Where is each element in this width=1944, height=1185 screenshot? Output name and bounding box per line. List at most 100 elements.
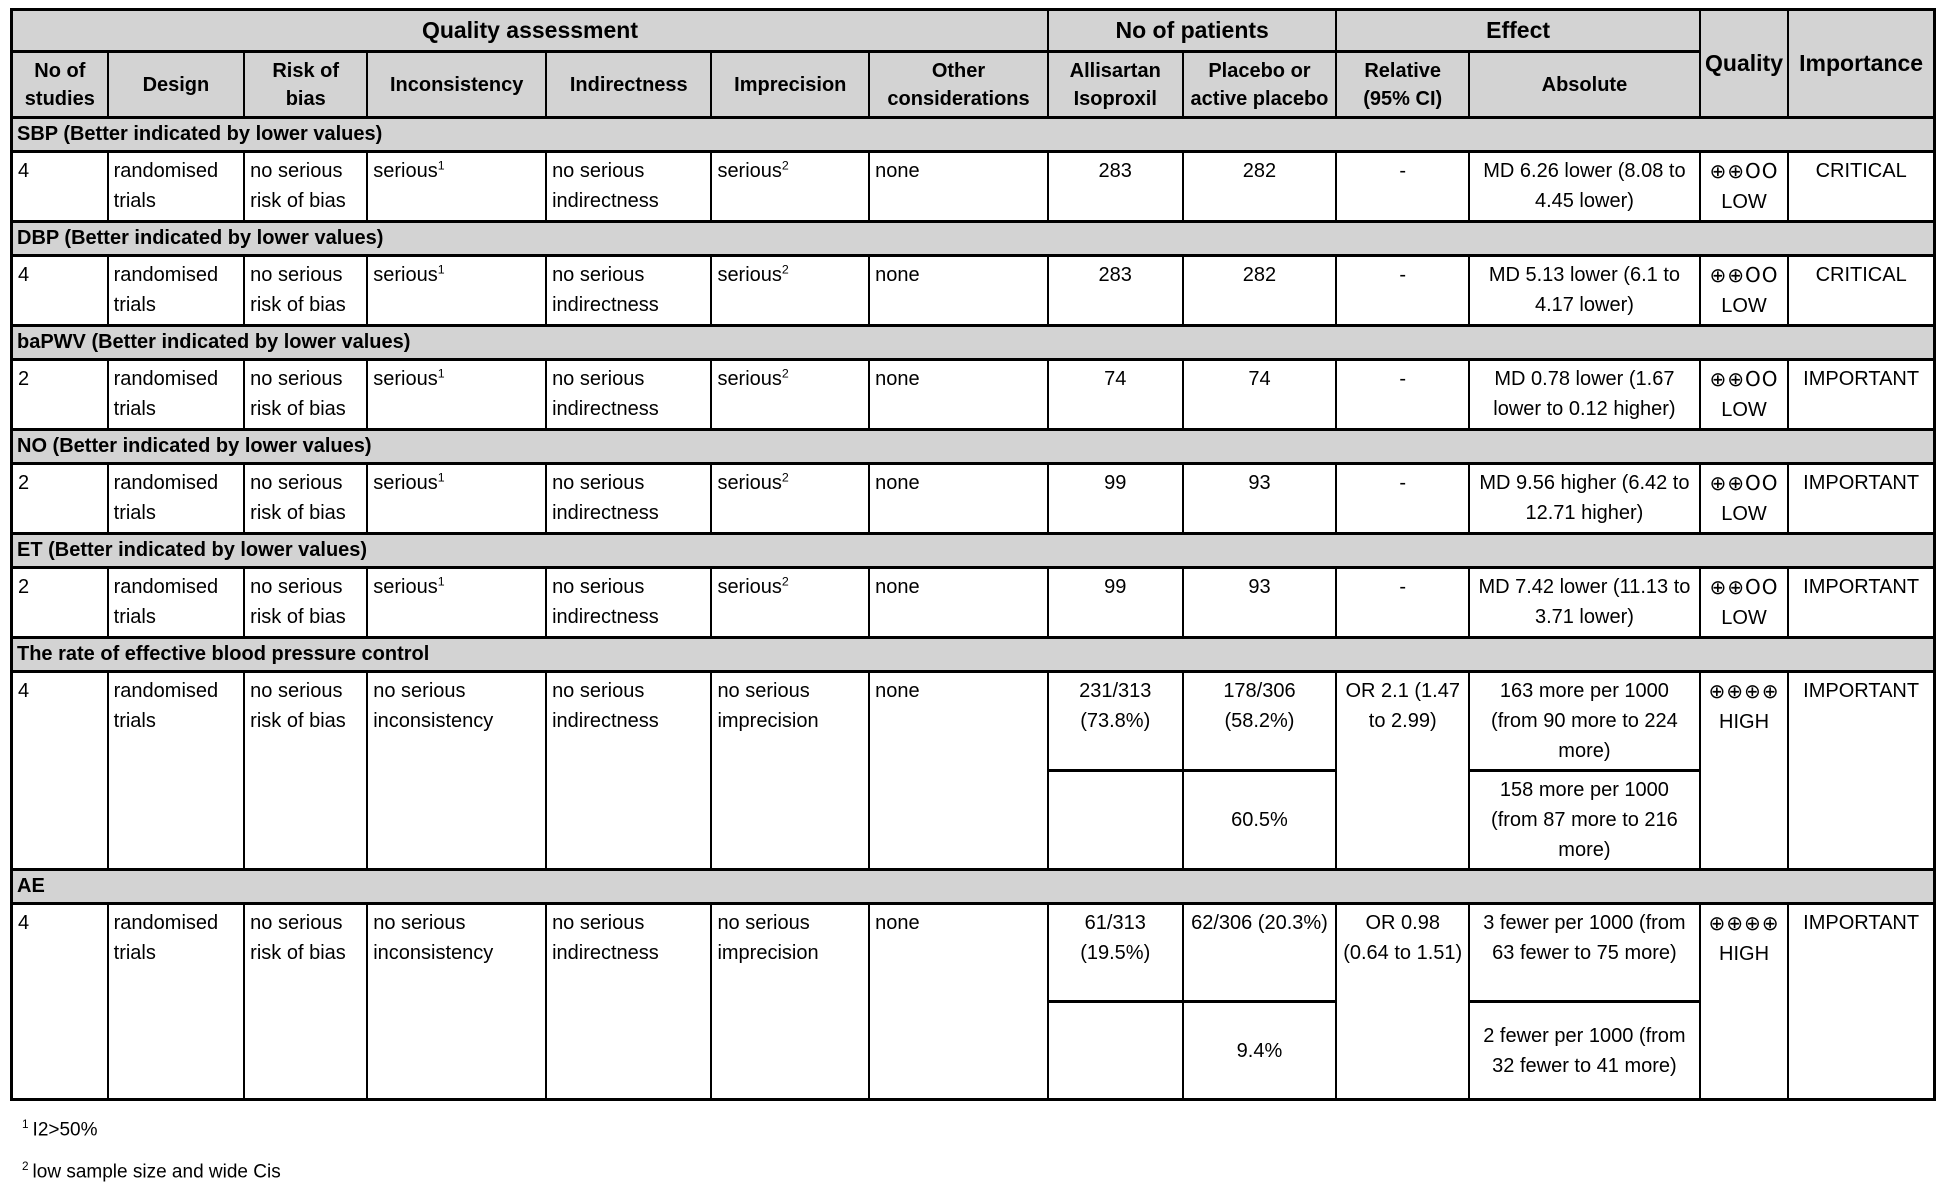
cell-imprecision: serious2: [710, 462, 871, 535]
cell-relative-effect: -: [1335, 462, 1471, 535]
cell-design: randomised trials: [106, 670, 246, 871]
cell-importance: IMPORTANT: [1787, 462, 1936, 535]
cell-imprecision: no serious imprecision: [710, 670, 871, 871]
cell-imprecision: no serious imprecision: [710, 902, 871, 1101]
cell-imprecision: serious2: [710, 566, 871, 639]
cell-absolute-effect-sub: 2 fewer per 1000 (from 32 fewer to 41 mo…: [1468, 1000, 1701, 1101]
cell-other-considerations: none: [868, 150, 1049, 223]
cell-no-of-studies: 2: [10, 566, 109, 639]
header-imprecision: Imprecision: [710, 50, 871, 119]
section-title: AE: [10, 868, 1936, 905]
cell-risk-of-bias: no serious risk of bias: [243, 358, 369, 431]
cell-control-patients: 282: [1181, 150, 1338, 223]
cell-quality: ⊕⊕⊕⊕ HIGH: [1698, 670, 1790, 871]
header-inconsistency: Inconsistency: [366, 50, 548, 119]
section-title: The rate of effective blood pressure con…: [10, 636, 1936, 673]
quality-symbols: ⊕⊕OO: [1709, 159, 1779, 183]
cell-control-patients: 74: [1181, 358, 1338, 431]
data-row: 4 randomised trials no serious risk of bia…: [10, 670, 1936, 871]
cell-treatment-patients: 74: [1046, 358, 1184, 431]
cell-quality: ⊕⊕OO LOW: [1698, 254, 1790, 327]
quality-label: LOW: [1721, 503, 1767, 525]
quality-symbols: ⊕⊕OO: [1709, 367, 1779, 391]
cell-risk-of-bias: no serious risk of bias: [243, 902, 369, 1101]
cell-no-of-studies: 4: [10, 670, 109, 871]
cell-importance: IMPORTANT: [1787, 670, 1936, 871]
cell-treatment-patients: 283: [1046, 150, 1184, 223]
footnote-2-text: low sample size and wide Cis: [32, 1161, 281, 1183]
data-row: 2 randomised trials no serious risk of bia…: [10, 566, 1936, 639]
table-body: SBP (Better indicated by lower values) 4 r…: [10, 116, 1936, 1101]
data-row: 4 randomised trials no serious risk of bia…: [10, 902, 1936, 1101]
header-group-row: Quality assessment No of patients Effect…: [10, 8, 1936, 119]
cell-indirectness: no serious indirectness: [545, 358, 713, 431]
cell-control-patients-sub: 9.4%: [1181, 1000, 1338, 1101]
header-other-considerations: Other considerations: [868, 50, 1049, 119]
data-subrow: 60.5% 158 more per 1000 (from 87 more to …: [12, 769, 1935, 871]
cell-quality: ⊕⊕OO LOW: [1698, 150, 1790, 223]
cell-design: randomised trials: [106, 254, 246, 327]
header-group-effect: Effect: [1335, 8, 1701, 53]
cell-risk-of-bias: no serious risk of bias: [243, 254, 369, 327]
cell-relative-effect: -: [1335, 566, 1471, 639]
cell-inconsistency: no serious inconsistency: [366, 902, 548, 1101]
quality-symbols: ⊕⊕OO: [1709, 575, 1779, 599]
cell-design: randomised trials: [106, 150, 246, 223]
quality-symbols: ⊕⊕OO: [1709, 263, 1779, 287]
cell-indirectness: no serious indirectness: [545, 566, 713, 639]
cell-control-patients: 282: [1181, 254, 1338, 327]
cell-indirectness: no serious indirectness: [545, 462, 713, 535]
cell-risk-of-bias: no serious risk of bias: [243, 462, 369, 535]
header-treatment-arm: Allisartan Isoproxil: [1046, 50, 1184, 119]
section-header-row: NO (Better indicated by lower values): [10, 428, 1936, 465]
cell-importance: CRITICAL: [1787, 254, 1936, 327]
cell-absolute-effect: MD 5.13 lower (6.1 to 4.17 lower): [1468, 254, 1701, 327]
quality-label: LOW: [1721, 295, 1767, 317]
cell-other-considerations: none: [868, 254, 1049, 327]
cell-indirectness: no serious indirectness: [545, 670, 713, 871]
cell-design: randomised trials: [106, 358, 246, 431]
cell-treatment-patients-sub: [1046, 1000, 1184, 1101]
header-relative-effect: Relative (95% CI): [1335, 50, 1471, 119]
cell-control-patients: 178/306 (58.2%): [1181, 670, 1338, 772]
cell-no-of-studies: 4: [10, 150, 109, 223]
quality-symbols: ⊕⊕⊕⊕: [1708, 679, 1780, 703]
cell-inconsistency: serious1: [366, 462, 548, 535]
cell-importance: IMPORTANT: [1787, 358, 1936, 431]
header-quality: Quality: [1698, 8, 1790, 119]
header-risk-of-bias: Risk of bias: [243, 50, 369, 119]
cell-importance: IMPORTANT: [1787, 566, 1936, 639]
cell-other-considerations: none: [868, 902, 1049, 1101]
cell-relative-effect: -: [1335, 358, 1471, 431]
cell-risk-of-bias: no serious risk of bias: [243, 150, 369, 223]
header-no-of-studies: No of studies: [10, 50, 109, 119]
section-title: DBP (Better indicated by lower values): [10, 220, 1936, 257]
cell-treatment-patients: 99: [1046, 566, 1184, 639]
cell-importance: CRITICAL: [1787, 150, 1936, 223]
quality-symbols: ⊕⊕⊕⊕: [1708, 911, 1780, 935]
data-row: 2 randomised trials no serious risk of bia…: [10, 358, 1936, 431]
data-row: 4 randomised trials no serious risk of bia…: [10, 150, 1936, 223]
section-header-row: SBP (Better indicated by lower values): [10, 116, 1936, 153]
cell-absolute-effect: MD 9.56 higher (6.42 to 12.71 higher): [1468, 462, 1701, 535]
cell-inconsistency: serious1: [366, 358, 548, 431]
cell-inconsistency: serious1: [366, 150, 548, 223]
cell-relative-effect: -: [1335, 254, 1471, 327]
grade-table: Quality assessment No of patients Effect…: [10, 8, 1936, 1101]
cell-quality: ⊕⊕OO LOW: [1698, 358, 1790, 431]
cell-other-considerations: none: [868, 358, 1049, 431]
cell-quality: ⊕⊕⊕⊕ HIGH: [1698, 902, 1790, 1101]
cell-indirectness: no serious indirectness: [545, 150, 713, 223]
cell-treatment-patients: 61/313 (19.5%): [1046, 902, 1184, 1003]
cell-other-considerations: none: [868, 462, 1049, 535]
section-title: SBP (Better indicated by lower values): [10, 116, 1936, 153]
cell-relative-effect: -: [1335, 150, 1471, 223]
quality-label: LOW: [1721, 191, 1767, 213]
section-title: ET (Better indicated by lower values): [10, 532, 1936, 569]
cell-risk-of-bias: no serious risk of bias: [243, 670, 369, 871]
cell-control-patients-sub: 60.5%: [1181, 769, 1338, 871]
quality-label: LOW: [1721, 399, 1767, 421]
cell-absolute-effect-sub: 158 more per 1000 (from 87 more to 216 m…: [1468, 769, 1701, 871]
cell-control-patients: 93: [1181, 566, 1338, 639]
header-group-no-of-patients: No of patients: [1046, 8, 1338, 53]
